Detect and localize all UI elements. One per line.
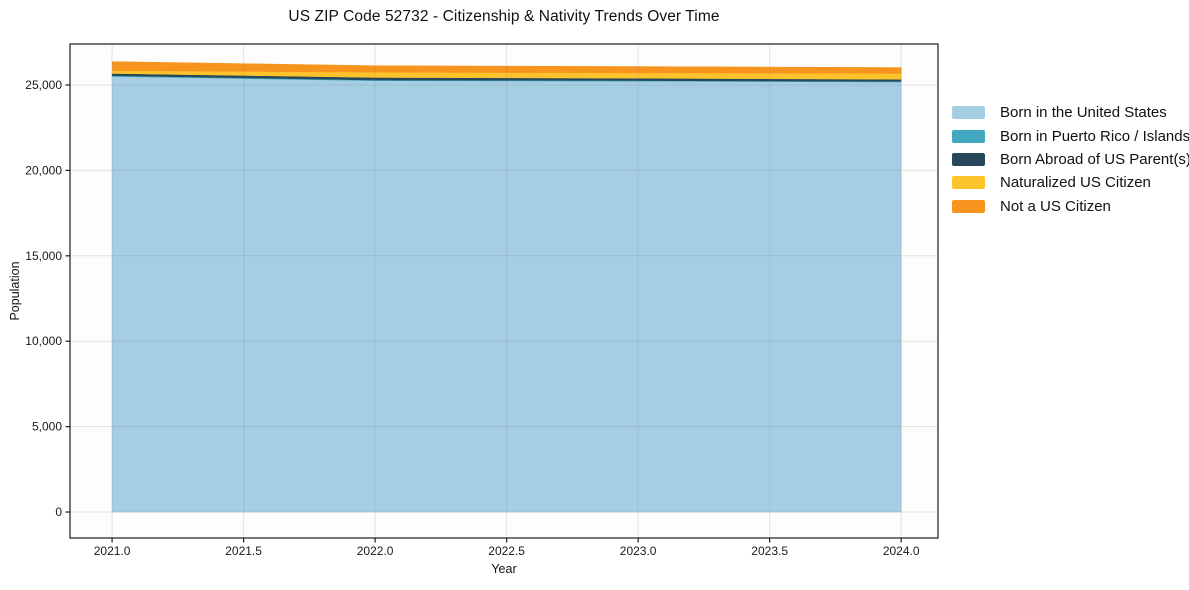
legend: Born in the United States Born in Puerto… xyxy=(952,101,1189,218)
legend-label: Born in Puerto Rico / Islands xyxy=(1000,127,1189,145)
x-tick-label: 2022.5 xyxy=(488,544,525,558)
legend-label: Born Abroad of US Parent(s) xyxy=(1000,150,1189,168)
x-tick-label: 2023.0 xyxy=(620,544,657,558)
legend-label: Born in the United States xyxy=(1000,104,1167,122)
legend-item: Naturalized US Citizen xyxy=(952,171,1189,194)
legend-item: Born Abroad of US Parent(s) xyxy=(952,148,1189,171)
legend-swatch-born-abroad-icon xyxy=(952,152,985,166)
legend-item: Not a US Citizen xyxy=(952,195,1189,218)
legend-swatch-born-pr-icon xyxy=(952,129,985,143)
legend-label: Naturalized US Citizen xyxy=(1000,174,1151,192)
chart-title: US ZIP Code 52732 - Citizenship & Nativi… xyxy=(288,8,720,25)
legend-swatch-not-citizen-icon xyxy=(952,199,985,213)
x-tick-label: 2024.0 xyxy=(883,544,920,558)
x-tick-label: 2021.0 xyxy=(94,544,131,558)
y-tick-label: 10,000 xyxy=(25,334,62,348)
y-tick-label: 5,000 xyxy=(32,420,62,434)
x-tick-label: 2022.0 xyxy=(357,544,394,558)
legend-swatch-naturalized-icon xyxy=(952,176,985,190)
y-axis-label: Population xyxy=(8,261,22,321)
area-series-4 xyxy=(111,61,902,74)
y-tick-label: 25,000 xyxy=(25,78,62,92)
legend-item: Born in the United States xyxy=(952,101,1189,124)
y-tick-label: 15,000 xyxy=(25,249,62,263)
legend-swatch-born-us-icon xyxy=(952,106,985,120)
x-axis-label: Year xyxy=(491,562,517,576)
axes-frame xyxy=(69,43,939,539)
legend-label: Not a US Citizen xyxy=(1000,197,1111,215)
y-tick-label: 0 xyxy=(55,505,62,519)
legend-item: Born in Puerto Rico / Islands xyxy=(952,124,1189,147)
x-tick-label: 2023.5 xyxy=(751,544,788,558)
x-tick-label: 2021.5 xyxy=(225,544,262,558)
y-tick-label: 20,000 xyxy=(25,163,62,177)
